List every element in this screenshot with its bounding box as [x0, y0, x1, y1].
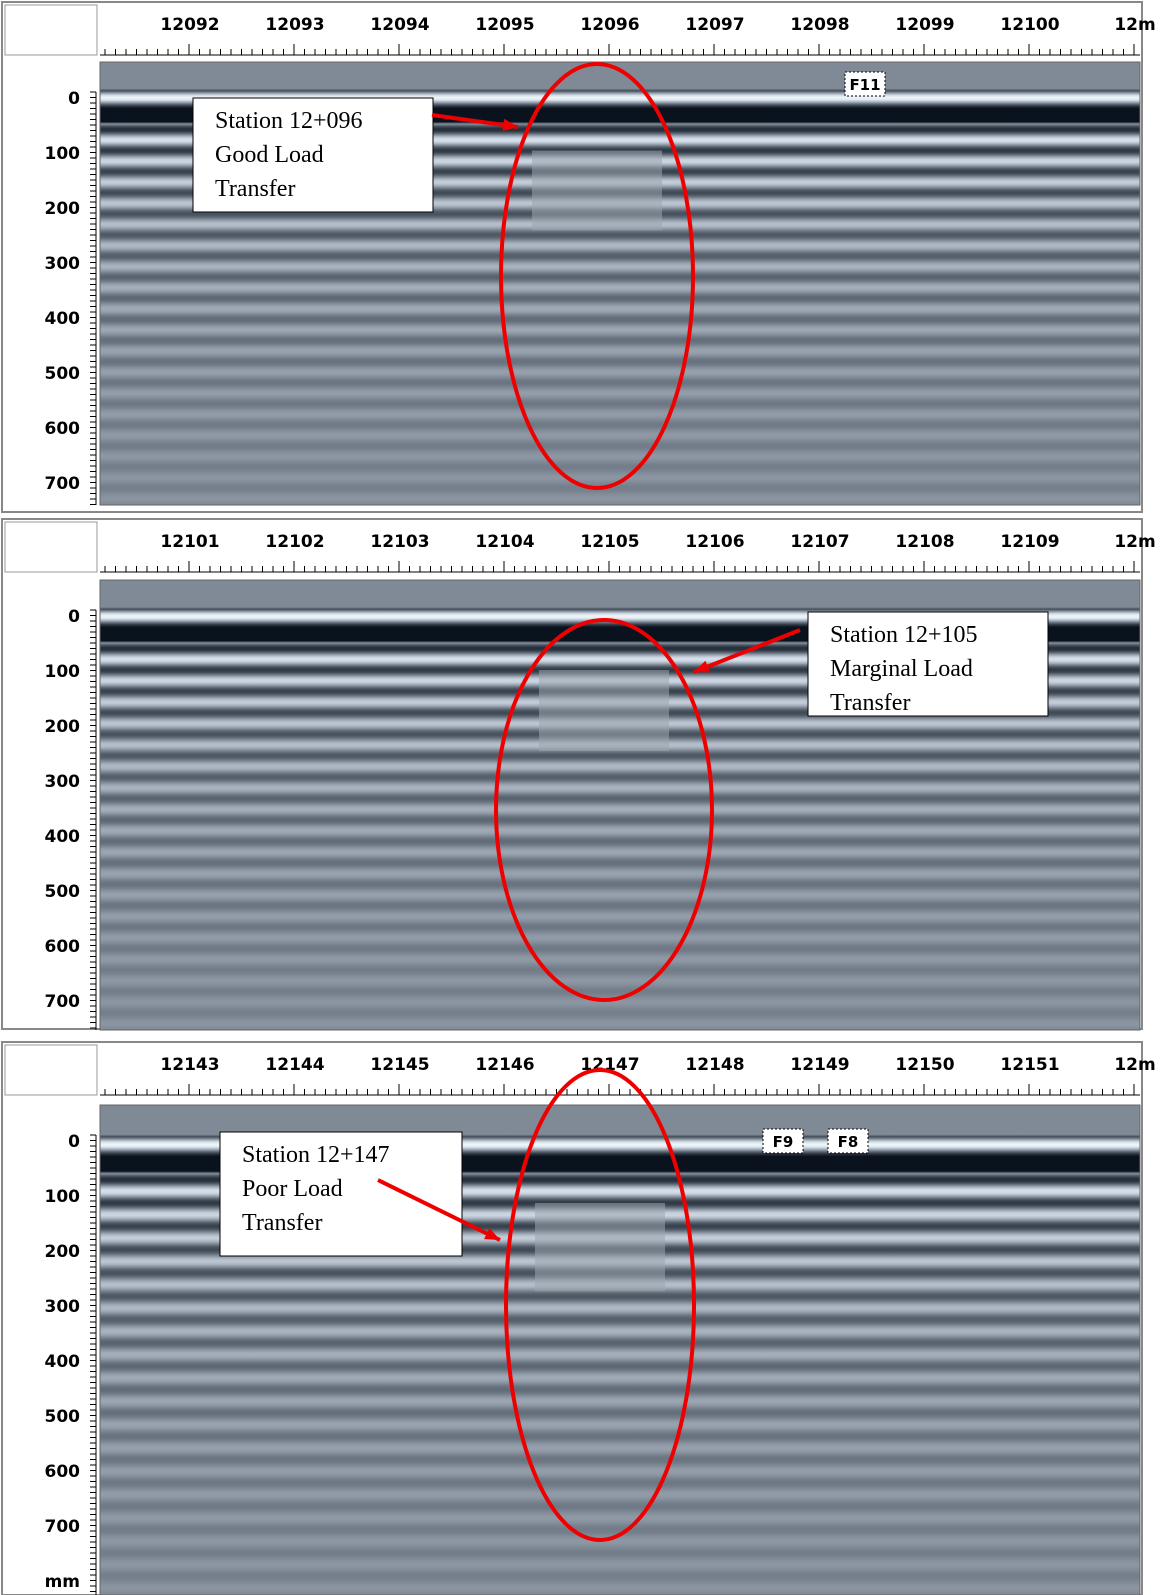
ruler-label: 12097 [685, 15, 744, 35]
joint-anomaly [535, 1203, 665, 1292]
depth-label: 400 [45, 1352, 81, 1372]
ruler-label: 12104 [475, 532, 534, 552]
annotation-arrow [693, 628, 801, 674]
ruler-label: 12108 [895, 532, 954, 552]
annotation-text: Poor Load [242, 1176, 343, 1202]
ruler-label: 12096 [580, 15, 639, 35]
depth-label: 600 [45, 1462, 81, 1482]
ruler-label: 12148 [685, 1055, 744, 1075]
joint-anomaly [532, 150, 662, 231]
ruler-label: 12106 [685, 532, 744, 552]
ruler-label: 12105 [580, 532, 639, 552]
annotation-text: Transfer [215, 176, 295, 202]
annotation-text: Station 12+096 [215, 108, 363, 134]
corner-box [4, 4, 98, 56]
marker-label: F11 [849, 76, 880, 94]
depth-label: 200 [45, 1242, 81, 1262]
depth-label: 0 [68, 89, 80, 109]
gpr-panel: 12143 12144 12145 12146 12147 12148 12149 12150… [1, 1041, 1156, 1595]
depth-label: 600 [45, 937, 81, 957]
depth-label: 600 [45, 419, 81, 439]
highlight-ellipse [499, 62, 695, 490]
arrow-head [484, 1227, 500, 1240]
depth-label: 500 [45, 364, 81, 384]
annotation-text: Marginal Load [830, 656, 973, 682]
depth-label: 300 [45, 254, 81, 274]
depth-label: 700 [45, 992, 81, 1012]
ruler-label: 12099 [895, 15, 954, 35]
ruler-label: 12m [1114, 15, 1155, 35]
annotation-text: Good Load [215, 142, 324, 168]
annotation-box [807, 611, 1049, 717]
ruler-label: 12100 [1000, 15, 1059, 35]
highlight-ellipse [504, 1068, 696, 1542]
ruler-label: 12098 [790, 15, 849, 35]
depth-label: 700 [45, 1517, 81, 1537]
ruler-label: 12103 [370, 532, 429, 552]
ruler-label: 12107 [790, 532, 849, 552]
depth-label: 0 [68, 1132, 80, 1152]
depth-label: 700 [45, 474, 81, 494]
annotation-arrow [377, 1178, 501, 1242]
ruler-label: 12146 [475, 1055, 534, 1075]
joint-anomaly [539, 670, 669, 751]
ruler-label: 12094 [370, 15, 429, 35]
highlight-ellipse [494, 618, 714, 1002]
annotation-text: Station 12+105 [830, 622, 978, 648]
depth-label: 100 [45, 144, 81, 164]
depth-label: 400 [45, 309, 81, 329]
depth-label: 200 [45, 199, 81, 219]
ruler-label: 12151 [1000, 1055, 1059, 1075]
ruler-label: 12150 [895, 1055, 954, 1075]
marker-box [827, 1128, 869, 1154]
gpr-panel: 12092 12093 12094 12095 12096 12097 12098 12099… [1, 1, 1156, 549]
gpr-panel: 12101 12102 12103 12104 12105 12106 12107 12108… [1, 518, 1156, 1067]
corner-box [4, 521, 98, 573]
arrow-head [694, 660, 710, 673]
depth-label: 300 [45, 772, 81, 792]
ruler-label: 12143 [160, 1055, 219, 1075]
ruler-label: 12101 [160, 532, 219, 552]
annotation-box [192, 97, 434, 213]
marker-label: F8 [838, 1133, 859, 1151]
ruler-label: 12m [1114, 1055, 1155, 1075]
ruler-label: 12093 [265, 15, 324, 35]
annotation-box [219, 1131, 463, 1257]
depth-label: 100 [45, 662, 81, 682]
ruler-label: 12144 [265, 1055, 324, 1075]
ruler-label: 12145 [370, 1055, 429, 1075]
depth-label: 100 [45, 1187, 81, 1207]
ruler-label: 12109 [1000, 532, 1059, 552]
depth-label: 400 [45, 827, 81, 847]
annotation-text: Transfer [242, 1210, 322, 1236]
depth-label: 500 [45, 1407, 81, 1427]
ruler-label: 12095 [475, 15, 534, 35]
marker-box [844, 71, 886, 97]
annotation-text: Transfer [830, 690, 910, 716]
depth-label: 500 [45, 882, 81, 902]
ruler-label: 12149 [790, 1055, 849, 1075]
arrow-head [502, 118, 518, 132]
depth-label: 300 [45, 1297, 81, 1317]
marker-box [762, 1128, 804, 1154]
depth-label: mm [45, 1572, 80, 1592]
corner-box [4, 1044, 98, 1096]
annotation-text: Station 12+147 [242, 1142, 390, 1168]
marker-label: F9 [773, 1133, 794, 1151]
depth-label: 200 [45, 717, 81, 737]
ruler-label: 12m [1114, 532, 1155, 552]
ruler-label: 12092 [160, 15, 219, 35]
ruler-label: 12102 [265, 532, 324, 552]
depth-label: 0 [68, 607, 80, 627]
